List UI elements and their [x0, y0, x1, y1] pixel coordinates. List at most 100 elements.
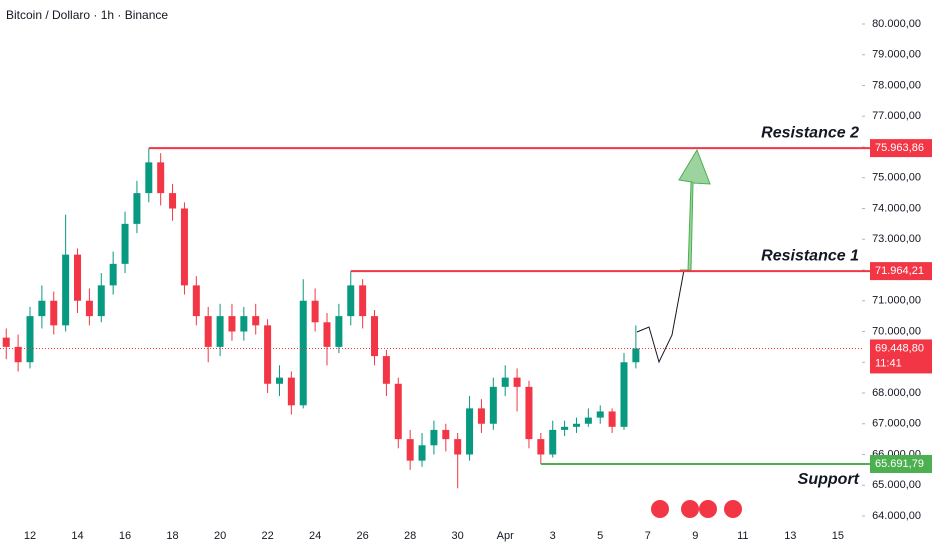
candle-body	[335, 316, 343, 347]
level-price-box	[870, 454, 932, 473]
candle-body	[442, 429, 450, 440]
candle-body	[216, 316, 224, 347]
candle-body	[394, 383, 402, 440]
candle-body	[287, 377, 295, 406]
y-tick-label: 75.000,00	[872, 172, 921, 184]
candle-body	[632, 348, 640, 363]
chart-title: Bitcoin / Dollaro · 1h · Binance	[6, 8, 168, 22]
level-name: Support	[798, 471, 860, 488]
event-icon	[699, 500, 717, 518]
x-tick-label: 18	[166, 530, 178, 542]
candle-body	[85, 300, 93, 317]
last-price-box	[870, 339, 932, 374]
x-tick-label: 5	[597, 530, 603, 542]
candle-body	[264, 325, 272, 384]
y-tick-label: 64.000,00	[872, 510, 921, 522]
candle-body	[26, 316, 34, 363]
candle-body	[525, 386, 533, 440]
candle-body	[228, 316, 236, 332]
x-tick-label: 20	[214, 530, 226, 542]
candle-body	[620, 362, 628, 427]
candle-body	[62, 254, 70, 326]
candle-body	[584, 417, 592, 424]
candle-body	[74, 254, 82, 301]
candle-body	[406, 439, 414, 461]
level-price-box	[870, 262, 932, 281]
candle-body	[418, 445, 426, 461]
x-tick-label: 13	[784, 530, 796, 542]
level-name: Resistance 2	[761, 124, 859, 141]
x-tick-label: 11	[737, 530, 748, 542]
x-tick-label: 16	[119, 530, 131, 542]
y-tick-label: 70.000,00	[872, 325, 921, 337]
y-tick-label: 68.000,00	[872, 387, 921, 399]
event-icon	[651, 500, 669, 518]
candle-body	[549, 429, 557, 455]
candle-body	[359, 285, 367, 317]
candle-body	[561, 426, 569, 430]
candle-body	[204, 316, 212, 347]
candle-body	[466, 408, 474, 455]
y-tick-label: 74.000,00	[872, 202, 921, 214]
candle-body	[572, 423, 580, 427]
candle-body	[133, 193, 141, 224]
event-icon	[681, 500, 699, 518]
candle-body	[169, 193, 177, 209]
level-price-box	[870, 139, 932, 158]
candle-body	[180, 208, 188, 286]
candle-body	[347, 285, 355, 317]
x-tick-label: 28	[404, 530, 416, 542]
candle-body	[382, 356, 390, 384]
y-tick-label: 67.000,00	[872, 418, 921, 430]
x-tick-label: 9	[692, 530, 698, 542]
level-name: Resistance 1	[761, 247, 859, 264]
x-tick-label: 15	[832, 530, 844, 542]
x-tick-label: 22	[261, 530, 273, 542]
candle-body	[240, 316, 248, 332]
candle-body	[513, 377, 521, 387]
y-tick-label: 77.000,00	[872, 110, 921, 122]
y-tick-label: 65.000,00	[872, 479, 921, 491]
candle-body	[252, 316, 260, 326]
x-tick-label: 14	[71, 530, 83, 542]
x-tick-label: 26	[357, 530, 369, 542]
candle-body	[157, 162, 165, 194]
candle-body	[454, 439, 462, 455]
candle-body	[501, 377, 509, 387]
level-price-label: 65.691,79	[875, 458, 924, 470]
y-tick-label: 71.000,00	[872, 295, 921, 307]
candle-body	[477, 408, 485, 424]
x-tick-label: 7	[645, 530, 651, 542]
x-tick-label: Apr	[497, 530, 514, 542]
candle-body	[2, 337, 10, 347]
event-icons	[651, 500, 742, 518]
candle-body	[145, 162, 153, 194]
candle-body	[109, 263, 117, 286]
candle-body	[50, 300, 58, 326]
candle-body	[371, 316, 379, 357]
candle-body	[275, 377, 283, 384]
level-price-label: 75.963,86	[875, 142, 924, 154]
x-tick-label: 12	[24, 530, 36, 542]
candle-body	[430, 429, 438, 446]
x-tick-label: 24	[309, 530, 321, 542]
y-tick-label: 78.000,00	[872, 79, 921, 91]
x-tick-label: 3	[550, 530, 556, 542]
candle-body	[121, 223, 129, 264]
candle-body	[311, 300, 319, 323]
candle-body	[14, 346, 22, 363]
candle-body	[596, 411, 604, 418]
candle-body	[608, 411, 616, 427]
level-price-label: 71.964,21	[875, 265, 924, 277]
candle-body	[192, 285, 200, 317]
last-price-label: 69.448,80	[875, 342, 924, 354]
x-tick-label: 30	[452, 530, 464, 542]
candle-body	[489, 386, 497, 424]
y-tick-label: 73.000,00	[872, 233, 921, 245]
candle-body	[323, 322, 331, 347]
candle-body	[97, 285, 105, 317]
candle-body	[299, 300, 307, 406]
candle-body	[537, 439, 545, 455]
